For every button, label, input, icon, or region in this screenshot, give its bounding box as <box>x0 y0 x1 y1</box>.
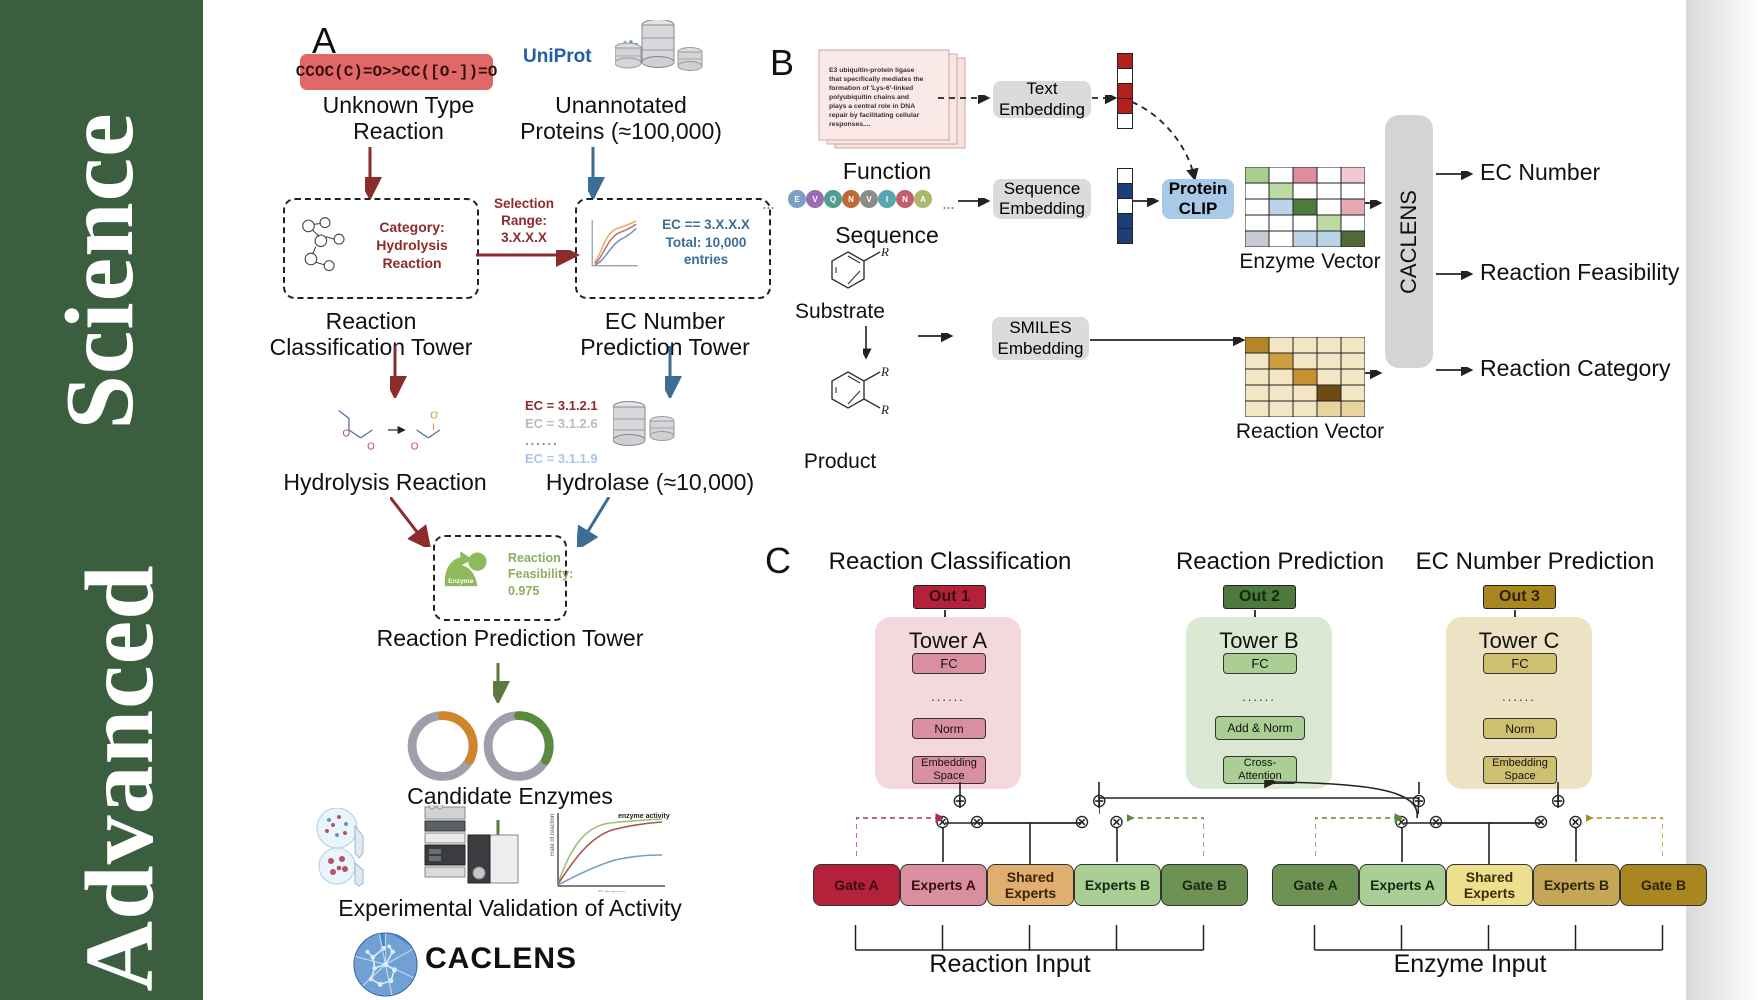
svg-text:V: V <box>866 195 872 204</box>
svg-text:E: E <box>794 195 800 204</box>
svg-text:-: - <box>437 408 440 416</box>
svg-text:UniProt: UniProt <box>523 46 592 67</box>
svg-text:R: R <box>880 248 889 259</box>
svg-text:E3 ubiquitin-protein ligase: E3 ubiquitin-protein ligase that specifi… <box>829 67 925 128</box>
svg-text:enzyme activity: enzyme activity <box>618 813 670 820</box>
svg-text:I: I <box>886 195 888 204</box>
svg-text:A: A <box>920 195 926 204</box>
svg-text:V: V <box>812 195 818 204</box>
svg-text:Q: Q <box>830 195 836 204</box>
svg-text:Substrate: Substrate <box>598 890 626 892</box>
svg-text:O: O <box>367 442 375 453</box>
svg-text:Enzyme: Enzyme <box>448 578 474 585</box>
svg-text:R: R <box>880 402 889 417</box>
svg-text:Rate of reaction: Rate of reaction <box>550 814 556 856</box>
svg-text:O: O <box>342 429 350 440</box>
svg-text:N: N <box>848 195 854 204</box>
svg-text:N: N <box>902 195 908 204</box>
svg-text:O: O <box>411 442 419 453</box>
svg-text:R: R <box>880 366 889 379</box>
